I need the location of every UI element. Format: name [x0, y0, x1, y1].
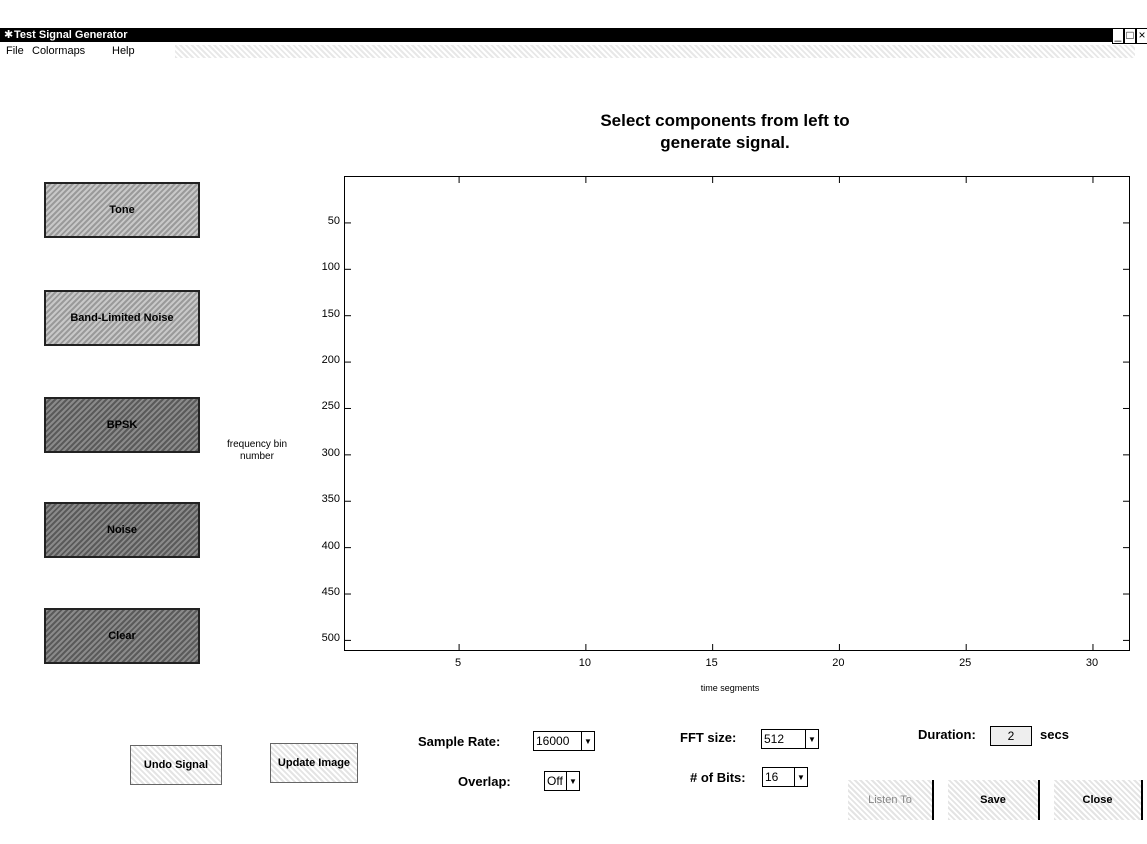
close-button[interactable]: Close	[1054, 780, 1143, 820]
x-axis-label: time segments	[700, 683, 760, 693]
plot-axes	[345, 177, 1129, 650]
x-tick-label: 20	[832, 657, 845, 669]
x-tick-label: 15	[705, 657, 718, 669]
window-title: Test Signal Generator	[14, 29, 128, 41]
spectrogram-plot	[344, 176, 1130, 651]
y-tick-label: 450	[321, 586, 340, 599]
listen-to-button[interactable]: Listen To	[848, 780, 934, 820]
x-tick-label: 10	[578, 657, 591, 669]
x-tick-label: 30	[1085, 657, 1099, 669]
x-tick-label: 25	[959, 657, 972, 669]
y-axis-label: frequency bin number	[226, 439, 288, 462]
y-tick-label: 100	[321, 261, 340, 274]
overlap-select[interactable]: Off ▼	[544, 771, 580, 791]
sample-rate-label: Sample Rate:	[418, 734, 501, 749]
y-tick-label: 200	[321, 354, 340, 367]
menu-file[interactable]: File	[6, 45, 24, 57]
y-tick-label: 350	[321, 493, 340, 506]
bpsk-button[interactable]: BPSK	[44, 397, 200, 453]
menu-bar: File Colormaps Help	[0, 44, 1147, 60]
clear-button[interactable]: Clear	[44, 608, 200, 664]
duration-unit: secs	[1040, 727, 1069, 742]
bits-value: 16	[765, 770, 779, 784]
y-tick-label: 150	[321, 307, 340, 320]
menu-bar-fill	[175, 45, 1135, 58]
y-tick-label: 250	[321, 400, 340, 413]
undo-signal-button[interactable]: Undo Signal	[130, 745, 222, 785]
save-button[interactable]: Save	[948, 780, 1040, 820]
overlap-value: Off	[547, 774, 563, 788]
sample-rate-select[interactable]: 16000 ▼	[533, 731, 595, 751]
heading-line-2: generate signal.	[660, 133, 790, 152]
y-tick-label: 300	[321, 446, 340, 459]
noise-button[interactable]: Noise	[44, 502, 200, 558]
chevron-down-icon: ▼	[566, 772, 579, 790]
band-limited-noise-button[interactable]: Band-Limited Noise	[44, 290, 200, 346]
bits-select[interactable]: 16 ▼	[762, 767, 808, 787]
menu-help[interactable]: Help	[112, 45, 135, 57]
tone-button[interactable]: Tone	[44, 182, 200, 238]
chevron-down-icon: ▼	[581, 732, 594, 750]
sample-rate-value: 16000	[536, 734, 570, 748]
heading-line-1: Select components from left to	[600, 111, 850, 130]
duration-label: Duration:	[918, 727, 976, 742]
title-bar: ✱ Test Signal Generator	[0, 28, 1147, 42]
duration-input[interactable]: 2	[990, 726, 1032, 746]
update-image-button[interactable]: Update Image	[270, 743, 358, 783]
fft-size-label: FFT size:	[680, 730, 737, 745]
y-tick-label: 500	[321, 632, 340, 645]
x-tick-label: 5	[455, 657, 462, 669]
maximize-icon[interactable]: □	[1124, 28, 1136, 44]
app-icon: ✱	[4, 29, 14, 41]
y-tick-label: 400	[321, 539, 340, 552]
y-tick-label: 50	[327, 214, 340, 227]
chevron-down-icon: ▼	[805, 730, 818, 748]
minimize-icon[interactable]: _	[1112, 28, 1124, 44]
bits-label: # of Bits:	[690, 770, 746, 785]
fft-size-select[interactable]: 512 ▼	[761, 729, 819, 749]
menu-colormaps[interactable]: Colormaps	[32, 45, 86, 57]
overlap-label: Overlap:	[458, 774, 511, 789]
fft-size-value: 512	[764, 732, 785, 746]
instruction-heading: Select components from left to generate …	[545, 110, 905, 154]
close-window-icon[interactable]: ×	[1136, 28, 1147, 44]
chevron-down-icon: ▼	[794, 768, 807, 786]
